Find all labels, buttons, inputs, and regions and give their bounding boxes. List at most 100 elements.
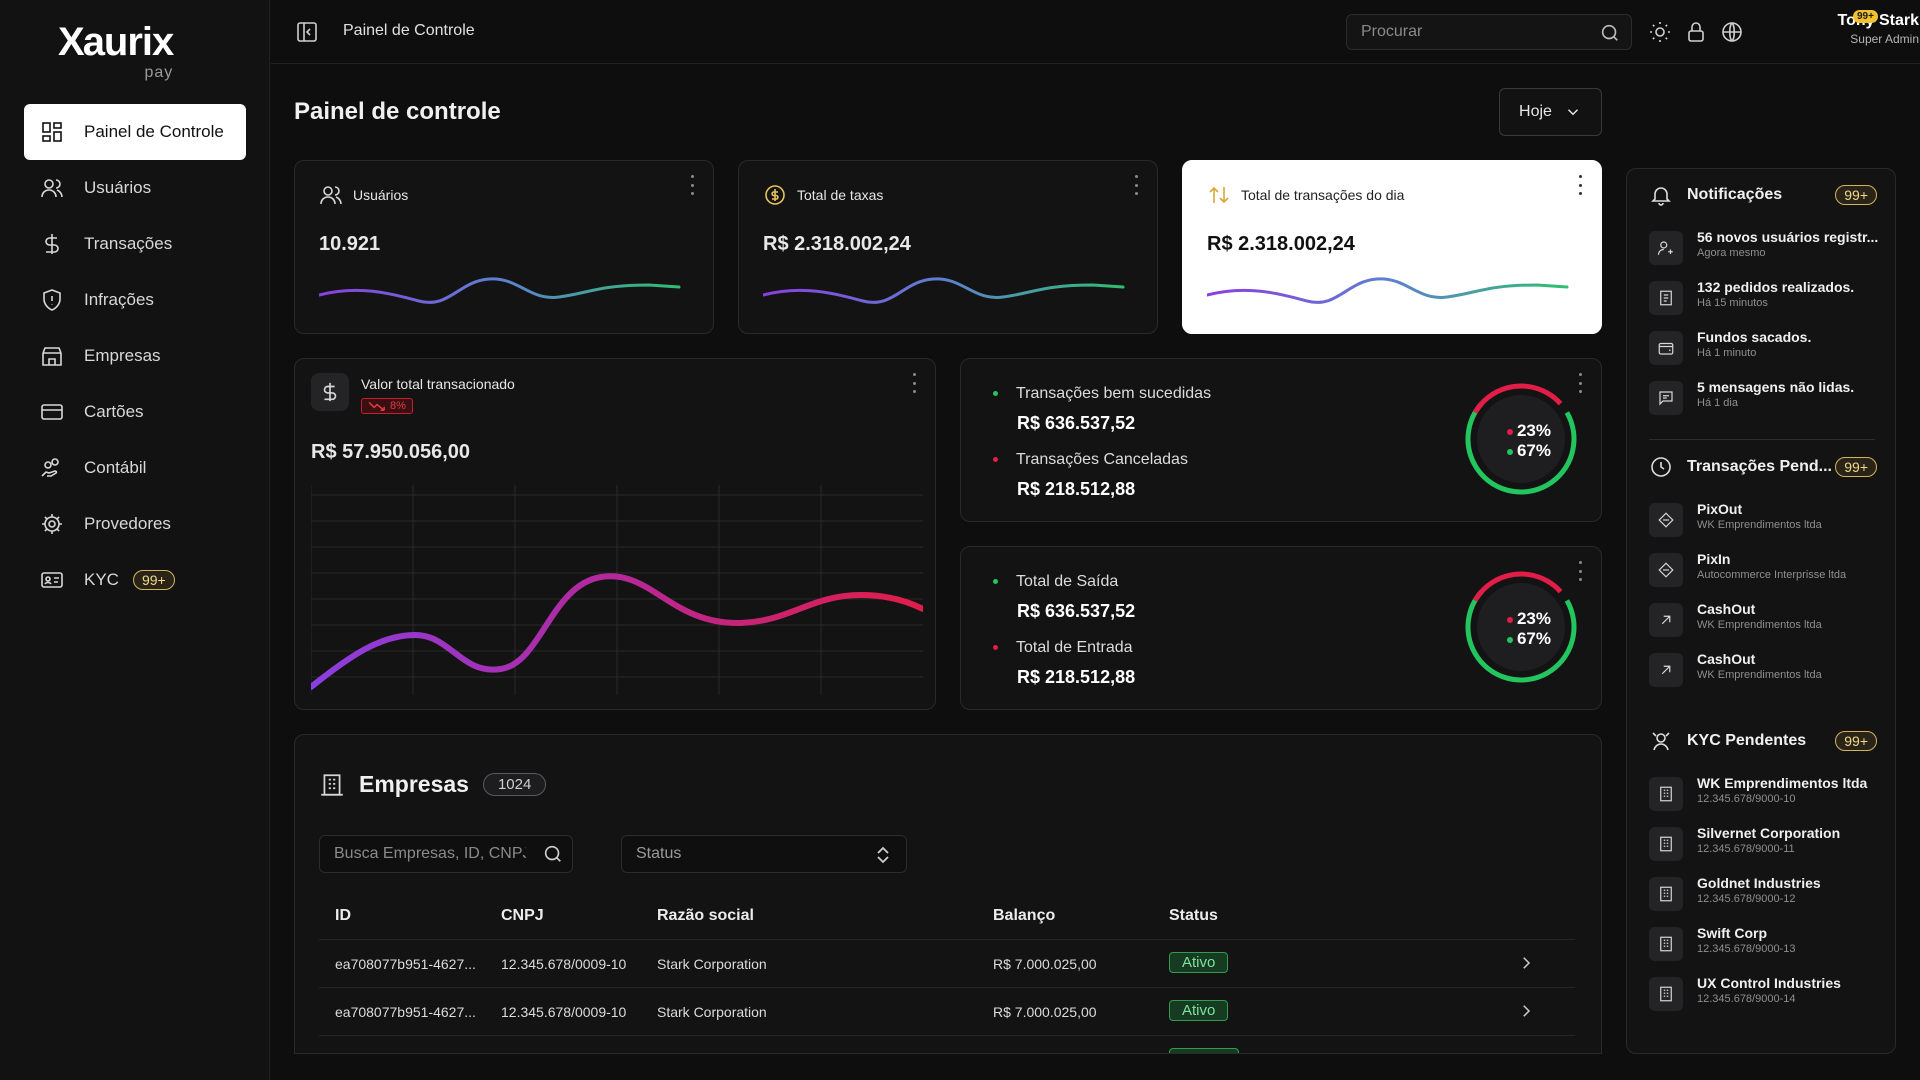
stat-value: R$ 2.318.002,24 xyxy=(763,233,911,255)
col-status[interactable]: Status xyxy=(1169,907,1218,924)
col-balanco[interactable]: Balanço xyxy=(993,907,1056,924)
notification-item[interactable]: 5 mensagens não lidas. Há 1 dia xyxy=(1649,377,1879,421)
clock-icon xyxy=(1651,457,1671,477)
donut-pct-red: 23% xyxy=(1506,609,1551,629)
col-cnpj[interactable]: CNPJ xyxy=(501,907,544,924)
users-icon xyxy=(320,186,342,205)
notification-item[interactable]: 56 novos usuários registr... Agora mesmo xyxy=(1649,227,1879,271)
breadcrumb[interactable]: Painel de Controle xyxy=(343,22,475,39)
pending-item[interactable]: PixOut WK Emprendimentos ltda xyxy=(1649,499,1879,543)
legend-success: Transações bem sucedidas xyxy=(993,385,1211,403)
user-role: Super Admin xyxy=(1850,32,1919,46)
period-select[interactable]: Hoje xyxy=(1499,88,1602,136)
notification-item[interactable]: Fundos sacados. Há 1 minuto xyxy=(1649,327,1879,371)
sidebar-nav: Painel de Controle Usuários Transações I… xyxy=(24,104,246,608)
sparkline xyxy=(319,277,681,304)
pending-item[interactable]: CashOut WK Emprendimentos ltda xyxy=(1649,649,1879,693)
empresas-search-input[interactable] xyxy=(320,836,540,872)
card-menu-button[interactable] xyxy=(1577,561,1583,581)
user-menu[interactable]: Tony Stark Super Admin xyxy=(1769,12,1920,46)
language-button[interactable] xyxy=(1720,20,1744,44)
logo[interactable]: Xaurix pay xyxy=(58,20,174,81)
card-menu-button[interactable] xyxy=(1577,175,1583,195)
notificacoes-header: Notificações 99+ xyxy=(1649,183,1877,207)
valor-total-label: Valor total transacionado xyxy=(361,376,515,392)
stat-card-usuarios: Usuários 10.921 xyxy=(294,160,714,334)
donut-chart xyxy=(1465,571,1577,683)
cell-cnpj: 12.345.678/0009-10 xyxy=(501,956,627,972)
sidebar-item-provedores[interactable]: Provedores xyxy=(24,496,246,552)
divider xyxy=(1649,439,1875,440)
search-input[interactable] xyxy=(1347,15,1587,49)
kyc-item[interactable]: Goldnet Industries 12.345.678/9000-12 xyxy=(1649,873,1879,917)
empresas-card: Empresas 1024 Status ID CNPJ Razão socia… xyxy=(294,734,1602,1054)
cell-id: ea708077b951-4627... xyxy=(335,1004,476,1020)
kyc-badge: 99+ xyxy=(132,570,175,590)
building-icon xyxy=(1649,927,1683,961)
dollar-icon xyxy=(311,373,349,411)
kyc-item[interactable]: UX Control Industries 12.345.678/9000-14 xyxy=(1649,973,1879,1017)
entrada-value: R$ 218.512,88 xyxy=(1017,667,1136,687)
sidebar-item-label: Transações xyxy=(84,234,173,253)
lock-button[interactable] xyxy=(1684,20,1708,44)
card-menu-button[interactable] xyxy=(689,175,695,195)
card-menu-button[interactable] xyxy=(1133,175,1139,195)
card-menu-button[interactable] xyxy=(911,373,917,393)
kyc-item[interactable]: Swift Corp 12.345.678/9000-13 xyxy=(1649,923,1879,967)
status-select[interactable]: Status xyxy=(621,835,907,873)
theme-toggle-button[interactable] xyxy=(1648,20,1672,44)
chart-line xyxy=(311,573,923,690)
empresas-count: 1024 xyxy=(482,773,547,796)
chart-grid xyxy=(311,485,923,695)
sidebar-item-label: Cartões xyxy=(84,402,144,421)
pending-item[interactable]: CashOut WK Emprendimentos ltda xyxy=(1649,599,1879,643)
donut-pct-green: 67% xyxy=(1506,441,1551,461)
collapse-sidebar-button[interactable] xyxy=(295,20,319,44)
pix-icon xyxy=(1649,553,1683,587)
row-open-button[interactable] xyxy=(1517,1002,1535,1020)
logo-mark: X xyxy=(58,20,85,64)
sidebar-item-usuarios[interactable]: Usuários xyxy=(24,160,246,216)
sidebar-item-infracoes[interactable]: Infrações xyxy=(24,272,246,328)
col-razao[interactable]: Razão social xyxy=(657,907,754,924)
sidebar-item-contabil[interactable]: Contábil xyxy=(24,440,246,496)
donut-pct-green: 67% xyxy=(1506,629,1551,649)
user-name: Tony Stark xyxy=(1837,12,1920,29)
kyc-item[interactable]: Silvernet Corporation 12.345.678/9000-11 xyxy=(1649,823,1879,867)
id-card-icon xyxy=(40,568,64,592)
topbar: Painel de Controle Tony Stark Super Admi… xyxy=(271,0,1920,64)
building-icon xyxy=(1649,877,1683,911)
sidebar-item-label: Painel de Controle xyxy=(84,122,224,141)
hand-coins-icon xyxy=(40,456,64,480)
search-icon[interactable] xyxy=(1599,22,1621,44)
user-add-icon xyxy=(1649,231,1683,265)
card-menu-button[interactable] xyxy=(1577,373,1583,393)
sidebar-toggle-icon xyxy=(297,22,317,42)
pendentes-title: Transações Pend... xyxy=(1687,458,1832,475)
notification-item[interactable]: 132 pedidos realizados. Há 15 minutos xyxy=(1649,277,1879,321)
row-open-button[interactable] xyxy=(1517,954,1535,972)
global-search xyxy=(1346,14,1632,50)
sidebar-item-painel[interactable]: Painel de Controle xyxy=(24,104,246,160)
building-icon xyxy=(1649,777,1683,811)
table-row[interactable]: ea708077b951-4627... 12.345.678/0009-10 … xyxy=(319,987,1575,1035)
kyc-title: KYC Pendentes xyxy=(1687,732,1807,749)
receipt-icon xyxy=(1649,281,1683,315)
stat-label: Usuários xyxy=(353,187,409,203)
table-row[interactable]: ea708077b951-4627... 12.345.678/0009-10 … xyxy=(319,939,1575,987)
sidebar-item-cartoes[interactable]: Cartões xyxy=(24,384,246,440)
notificacoes-badge: 99+ xyxy=(1835,185,1877,205)
sidebar-item-empresas[interactable]: Empresas xyxy=(24,328,246,384)
success-value: R$ 636.537,52 xyxy=(1017,413,1136,433)
pending-item[interactable]: PixIn Autocommerce Interprisse ltda xyxy=(1649,549,1879,593)
empresas-search xyxy=(319,835,573,873)
sidebar-item-transacoes[interactable]: Transações xyxy=(24,216,246,272)
wallet-icon xyxy=(1649,331,1683,365)
users-icon xyxy=(40,176,64,200)
col-id[interactable]: ID xyxy=(335,907,351,924)
search-icon[interactable] xyxy=(542,843,564,865)
table-row-partial xyxy=(319,1035,1575,1053)
sidebar-item-kyc[interactable]: KYC 99+ xyxy=(24,552,246,608)
kyc-item[interactable]: WK Emprendimentos ltda 12.345.678/9000-10 xyxy=(1649,773,1879,817)
kyc-user-check-icon xyxy=(1652,732,1670,751)
